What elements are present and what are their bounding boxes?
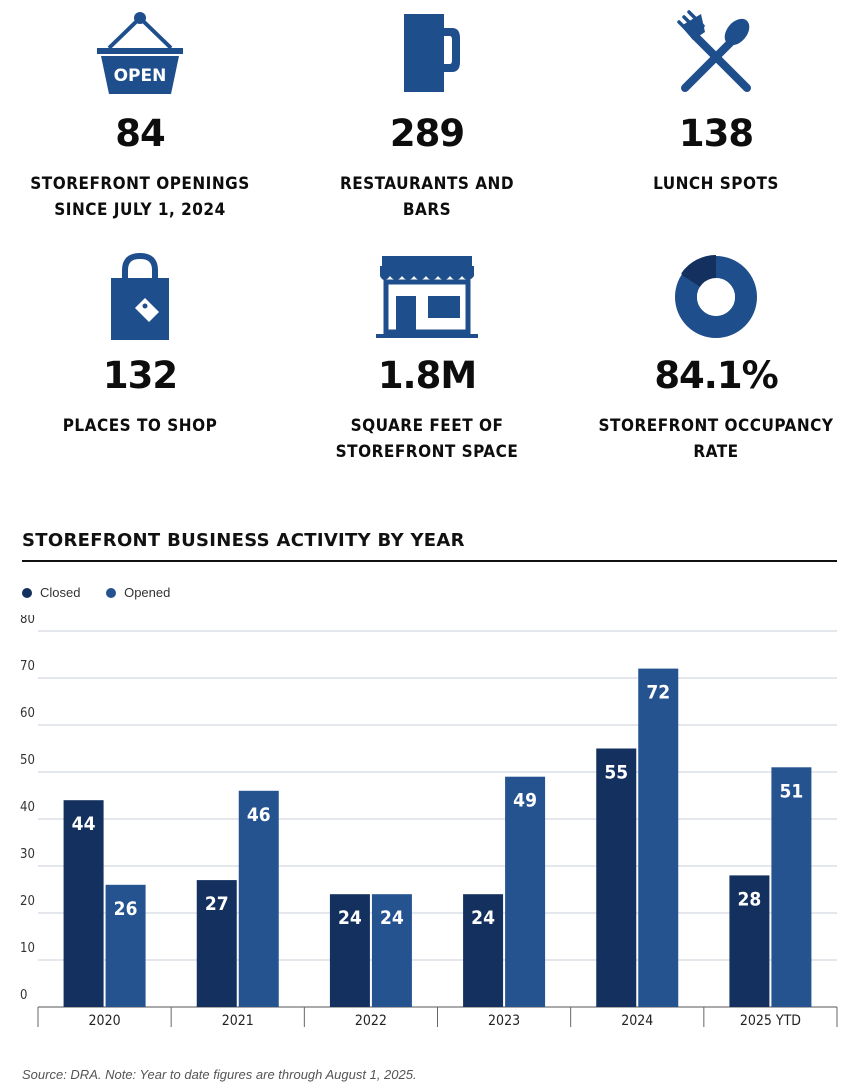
stat-label-line: STOREFRONT OPENINGS <box>30 174 250 194</box>
title-divider <box>22 560 837 562</box>
bar-closed <box>63 800 104 1007</box>
x-tick-label: 2024 <box>621 1013 653 1029</box>
x-tick-label: 2023 <box>488 1013 520 1029</box>
bar-value-label: 72 <box>646 682 670 704</box>
bar-opened <box>238 790 279 1007</box>
y-tick-label: 70 <box>20 659 35 674</box>
stat-value: 138 <box>678 112 754 155</box>
legend-label: Closed <box>40 585 81 600</box>
stat-value: 84 <box>115 112 166 155</box>
stat-label-line: LUNCH SPOTS <box>653 174 779 194</box>
stat-label-line: PLACES TO SHOP <box>62 416 218 436</box>
stat-label-line: SQUARE FEET OF <box>350 416 504 436</box>
bar-closed <box>463 894 504 1007</box>
bar-value-label: 28 <box>738 888 762 910</box>
storefront-icon <box>376 256 478 338</box>
stat-label: STOREFRONT OPENINGS SINCE JULY 1, 2024 <box>10 171 270 223</box>
stat-square-feet: 1.8M SQUARE FEET OF STOREFRONT SPACE <box>297 252 557 465</box>
legend-swatch-closed <box>22 588 32 598</box>
bar-closed <box>196 880 237 1007</box>
x-tick-label: 2022 <box>355 1013 387 1029</box>
bar-opened <box>371 894 412 1007</box>
stat-storefront-openings: OPEN 84 STOREFRONT OPENINGS SINCE JULY 1… <box>10 10 270 223</box>
stat-label: RESTAURANTS AND BARS <box>297 171 557 223</box>
y-tick-label: 40 <box>20 800 35 815</box>
stat-value: 84.1% <box>654 354 778 397</box>
y-tick-label: 30 <box>20 847 35 862</box>
bar-value-label: 24 <box>380 907 404 929</box>
stat-label: SQUARE FEET OF STOREFRONT SPACE <box>297 413 557 465</box>
stat-label: LUNCH SPOTS <box>586 171 846 197</box>
bar-value-label: 26 <box>114 898 138 920</box>
stat-value: 289 <box>389 112 465 155</box>
stat-places-to-shop: 132 PLACES TO SHOP <box>10 252 270 439</box>
stat-label-line: BARS <box>402 200 452 220</box>
bar-closed <box>729 875 770 1007</box>
stat-lunch-spots: 138 LUNCH SPOTS <box>586 10 846 197</box>
bar-value-label: 49 <box>513 790 537 812</box>
open-sign-text: OPEN <box>114 66 167 86</box>
legend-swatch-opened <box>106 588 117 598</box>
stat-value: 132 <box>102 354 178 397</box>
stat-label-line: SINCE JULY 1, 2024 <box>54 200 226 220</box>
legend-label: Opened <box>124 585 171 600</box>
bar-opened <box>105 884 146 1007</box>
stat-label-line: STOREFRONT OCCUPANCY <box>598 416 834 436</box>
fork-spoon-icon <box>677 10 751 92</box>
y-tick-label: 10 <box>20 941 35 956</box>
y-tick-label: 0 <box>20 988 27 1003</box>
bar-closed <box>329 894 370 1007</box>
stat-occupancy-rate: 84.1% STOREFRONT OCCUPANCY RATE <box>586 252 846 465</box>
legend-item-opened: Opened <box>106 585 170 600</box>
x-tick-label: 2020 <box>89 1013 121 1029</box>
bar-value-label: 51 <box>780 780 804 802</box>
y-tick-label: 50 <box>20 753 35 768</box>
shopping-bag-icon <box>111 252 169 340</box>
bar-value-label: 44 <box>72 813 96 835</box>
stat-label-line: RESTAURANTS AND <box>339 174 515 194</box>
bar-value-label: 24 <box>471 907 495 929</box>
stat-value: 1.8M <box>377 354 477 397</box>
bar-opened <box>505 776 546 1007</box>
y-tick-label: 60 <box>20 706 35 721</box>
donut-chart-icon <box>675 254 757 338</box>
chart-title: STOREFRONT BUSINESS ACTIVITY BY YEAR <box>22 530 465 551</box>
bar-value-label: 55 <box>604 762 628 784</box>
bar-opened <box>638 668 679 1007</box>
stat-label-line: STOREFRONT SPACE <box>335 442 519 462</box>
stat-label: STOREFRONT OCCUPANCY RATE <box>586 413 846 465</box>
legend-item-closed: Closed <box>22 585 80 600</box>
bar-value-label: 27 <box>205 893 229 915</box>
chart-legend: Closed Opened <box>22 585 192 600</box>
stat-label-line: RATE <box>693 442 739 462</box>
stat-restaurants-bars: 289 RESTAURANTS AND BARS <box>297 10 557 223</box>
bar-value-label: 46 <box>247 804 271 826</box>
bar-closed <box>596 748 637 1007</box>
x-tick-label: 2021 <box>222 1013 254 1029</box>
stat-label: PLACES TO SHOP <box>10 413 270 439</box>
stats-grid: OPEN 84 STOREFRONT OPENINGS SINCE JULY 1… <box>0 0 856 490</box>
beer-mug-icon <box>404 14 460 92</box>
x-tick-label: 2025 YTD <box>740 1013 801 1029</box>
bar-opened <box>771 767 812 1007</box>
y-tick-label: 20 <box>20 894 35 909</box>
bar-value-label: 24 <box>338 907 362 929</box>
open-sign-icon: OPEN <box>97 12 183 94</box>
bar-chart: 0 10 20 30 40 50 60 70 80 44 26 2020 27 46 2021 24 24 202… <box>20 615 838 1029</box>
source-note: Source: DRA. Note: Year to date figures … <box>22 1067 417 1082</box>
y-tick-label: 80 <box>20 615 35 627</box>
